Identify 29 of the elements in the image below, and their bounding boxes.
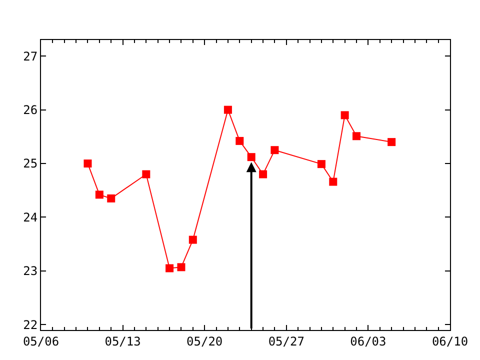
y-tick-label: 25 [23, 156, 38, 171]
x-tick-label: 05/06 [22, 334, 60, 348]
point [340, 111, 349, 120]
point [142, 170, 150, 178]
point [188, 236, 197, 244]
y-tick-label: 22 [23, 318, 38, 332]
point [317, 160, 326, 168]
x-tick-label: 06/10 [432, 334, 468, 348]
y-tick-label: 27 [23, 49, 38, 64]
point [259, 170, 268, 178]
x-tick-label: 05/27 [268, 334, 304, 348]
point [329, 178, 338, 186]
y-tick-label: 26 [23, 103, 38, 118]
point [236, 136, 244, 145]
point [84, 160, 92, 168]
point [177, 263, 186, 272]
x-tick-label: 06/03 [350, 334, 386, 348]
point [352, 132, 361, 140]
x-tick-label: 05/13 [104, 334, 141, 348]
y-tick-label: 23 [23, 264, 38, 278]
point [95, 190, 104, 199]
point [107, 194, 116, 202]
point [270, 146, 279, 154]
y-tick-label: 24 [23, 210, 38, 224]
point [247, 153, 256, 162]
point [166, 264, 174, 272]
x-tick-label: 05/20 [186, 334, 223, 348]
point [388, 138, 396, 146]
point [224, 106, 232, 114]
